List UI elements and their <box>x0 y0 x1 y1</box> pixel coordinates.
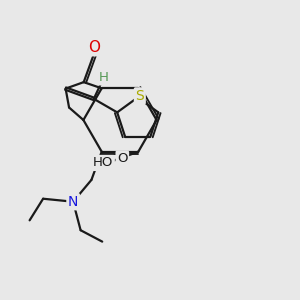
Text: N: N <box>68 195 78 209</box>
Text: O: O <box>117 152 128 165</box>
Text: O: O <box>88 40 101 55</box>
Text: H: H <box>99 71 109 84</box>
Text: HO: HO <box>93 156 113 170</box>
Text: S: S <box>135 89 144 103</box>
